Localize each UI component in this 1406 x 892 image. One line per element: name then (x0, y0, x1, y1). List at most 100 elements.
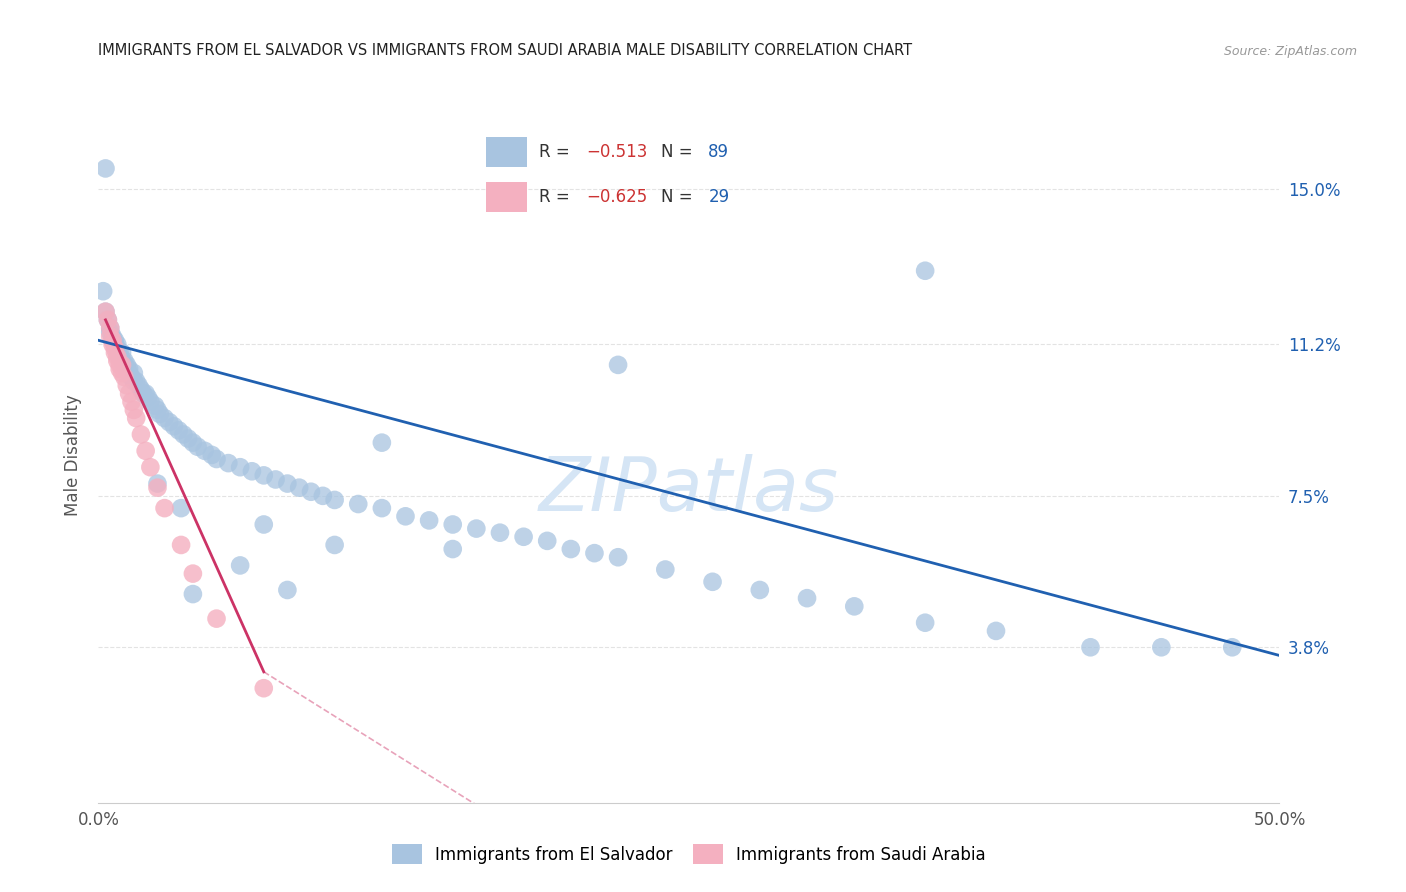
Point (229, 460, 252, 475)
Point (121, 370, 143, 384)
Point (654, 562, 676, 576)
Point (118, 366, 141, 380)
Point (205, 452, 228, 467)
Legend: Immigrants from El Salvador, Immigrants from Saudi Arabia: Immigrants from El Salvador, Immigrants … (385, 838, 993, 871)
Point (91, 284, 114, 298)
Point (115, 362, 138, 376)
Point (128, 378, 150, 392)
Point (149, 407, 172, 421)
Point (323, 538, 346, 552)
Point (418, 513, 440, 527)
Point (135, 386, 157, 401)
Point (97, 313, 120, 327)
Point (748, 582, 770, 597)
Point (108, 350, 131, 364)
Point (132, 386, 155, 401)
Point (98, 321, 121, 335)
Point (105, 342, 128, 356)
Point (136, 391, 159, 405)
Point (146, 476, 169, 491)
Point (112, 353, 135, 368)
Point (914, 615, 936, 630)
Point (112, 370, 135, 384)
Point (240, 464, 263, 478)
Point (94, 161, 117, 176)
Point (844, 599, 866, 614)
Point (129, 427, 152, 442)
Point (118, 362, 141, 376)
Point (201, 448, 224, 462)
Point (111, 345, 134, 359)
Point (125, 411, 148, 425)
Point (253, 681, 276, 696)
Point (512, 530, 534, 544)
Point (288, 481, 311, 495)
Point (105, 350, 128, 364)
Point (111, 366, 134, 380)
Point (101, 334, 124, 348)
Point (163, 419, 186, 434)
Point (122, 374, 145, 388)
Point (536, 533, 558, 548)
Point (299, 484, 322, 499)
Point (1080, 640, 1102, 655)
Point (441, 517, 464, 532)
Point (104, 342, 127, 356)
Point (111, 353, 134, 368)
Point (122, 366, 145, 380)
Point (108, 358, 131, 372)
Point (125, 374, 148, 388)
Point (146, 403, 169, 417)
Point (97, 313, 120, 327)
Point (253, 517, 276, 532)
Point (323, 492, 346, 507)
Point (194, 443, 217, 458)
Point (607, 550, 630, 565)
Point (98, 321, 121, 335)
Point (441, 542, 464, 557)
Point (489, 525, 512, 540)
Point (111, 358, 134, 372)
Text: Source: ZipAtlas.com: Source: ZipAtlas.com (1223, 45, 1357, 58)
Point (371, 501, 394, 516)
Point (129, 383, 152, 397)
Point (914, 264, 936, 278)
Point (157, 415, 180, 429)
Point (371, 435, 394, 450)
Point (101, 334, 124, 348)
Point (172, 427, 194, 442)
Point (187, 440, 209, 454)
Point (465, 522, 488, 536)
Point (98, 329, 121, 343)
Point (108, 345, 131, 359)
Point (146, 481, 169, 495)
Point (276, 582, 298, 597)
Point (135, 443, 157, 458)
Point (94, 304, 117, 318)
Point (264, 473, 287, 487)
Point (796, 591, 818, 606)
Point (101, 337, 124, 351)
Point (312, 489, 335, 503)
Point (153, 411, 176, 425)
Point (205, 612, 228, 626)
Point (583, 546, 606, 560)
Point (276, 476, 298, 491)
Point (121, 394, 143, 409)
Point (104, 345, 127, 359)
Point (101, 329, 124, 343)
Point (170, 538, 193, 552)
Point (108, 362, 131, 376)
Point (560, 542, 582, 557)
Point (104, 334, 127, 348)
Point (153, 501, 176, 516)
Point (177, 432, 200, 446)
Point (1220, 640, 1243, 655)
Point (607, 358, 630, 372)
Text: ZIPatlas: ZIPatlas (538, 454, 839, 525)
Point (984, 624, 1007, 638)
Point (143, 399, 166, 413)
Point (112, 358, 135, 372)
Y-axis label: Male Disability: Male Disability (65, 394, 83, 516)
Point (98, 325, 121, 339)
